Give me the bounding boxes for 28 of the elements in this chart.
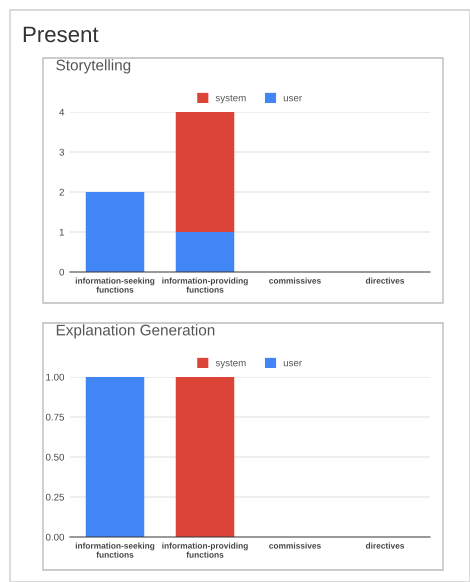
y-tick-label: 4: [59, 108, 64, 116]
text: Present: [24, 26, 98, 42]
y-tick-label: 0.25: [46, 494, 64, 501]
x-tick-label: commissives: [269, 278, 321, 284]
bar: [176, 232, 234, 272]
chart-title: Storytelling: [56, 59, 130, 74]
y-tick-label: 0.00: [46, 534, 64, 541]
x-tick-label: information-providing functions: [162, 542, 248, 558]
legend-label: user: [284, 96, 302, 102]
x-tick-label: directives: [366, 542, 404, 549]
y-tick-label: 2: [60, 188, 64, 196]
y-tick-label: 1: [60, 228, 64, 236]
x-tick-label: information-providing functions: [162, 278, 248, 293]
x-tick-label: directives: [366, 278, 404, 284]
y-tick-label: 3: [59, 148, 64, 156]
bar: [176, 112, 234, 232]
legend-label: system: [216, 94, 246, 104]
y-tick-label: 0.75: [46, 414, 64, 421]
x-tick-label: information-seeking functions: [76, 278, 154, 293]
y-tick-label: 1.00: [46, 374, 64, 381]
x-tick-label: information-seeking functions: [76, 542, 154, 558]
chart-title: Explanation Generation: [56, 324, 214, 339]
y-tick-label: 0: [59, 268, 64, 276]
bar: [86, 192, 144, 272]
x-tick-label: commissives: [269, 542, 321, 549]
y-tick-label: 0.50: [46, 454, 64, 461]
legend-label: system: [216, 360, 246, 368]
legend-label: user: [284, 361, 302, 366]
